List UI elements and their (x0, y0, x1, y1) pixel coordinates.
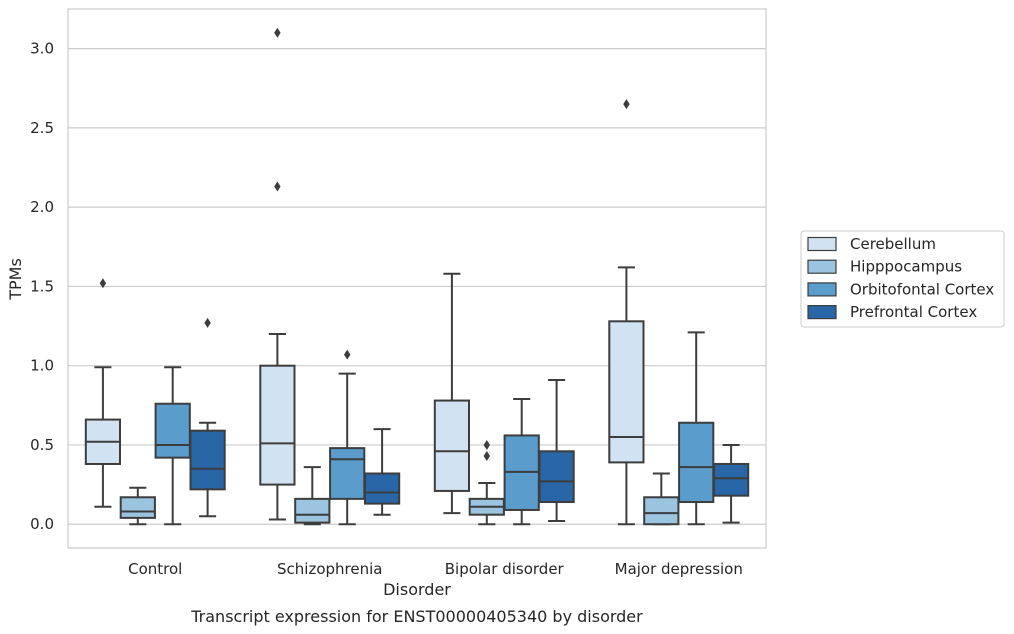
box-iqr (259, 364, 296, 486)
x-axis-ticks: Control Schizophrenia Bipolar disorder Majo… (128, 560, 743, 578)
box-iqr (643, 496, 680, 526)
legend-swatch (807, 305, 837, 320)
box-iqr (294, 497, 331, 524)
box-iqr (538, 450, 575, 504)
box-cerebellum (84, 278, 122, 508)
outlier-point (204, 317, 211, 328)
box-hipppocampus (119, 486, 156, 526)
box-iqr (119, 496, 156, 519)
box-cerebellum (433, 272, 471, 515)
box-hipppocampus (468, 439, 505, 526)
x-tick-label: Schizophrenia (277, 560, 382, 578)
box-prefrontal-cortex (189, 317, 226, 518)
boxes (84, 27, 750, 526)
box-iqr (154, 402, 191, 459)
y-tick-label: 1.0 (30, 357, 54, 375)
chart-caption: Transcript expression for ENST0000040534… (190, 607, 643, 626)
y-axis-ticks: 0.0 0.5 1.0 1.5 2.0 2.5 3.0 (30, 40, 54, 534)
box-hipppocampus (294, 466, 331, 526)
outlier-point (274, 27, 281, 38)
box-iqr (363, 472, 401, 505)
legend: Cerebellum Hipppocampus Orbitofontal Corte… (800, 230, 1005, 328)
y-tick-label: 0.5 (30, 436, 54, 454)
box-orbitofontal-cortex (503, 397, 540, 526)
box-prefrontal-cortex (363, 428, 401, 516)
box-iqr (329, 447, 366, 500)
outlier-point (274, 181, 281, 192)
y-axis-title: TPMs (6, 258, 25, 301)
legend-swatch (807, 236, 837, 252)
box-prefrontal-cortex (712, 443, 750, 524)
box-iqr (712, 462, 750, 497)
legend-label: Orbitofontal Cortex (850, 280, 994, 298)
legend-frame (800, 230, 1005, 328)
box-orbitofontal-cortex (678, 331, 715, 526)
box-orbitofontal-cortex (154, 366, 191, 526)
y-tick-label: 0.0 (30, 515, 54, 533)
y-tick-label: 2.0 (30, 198, 54, 216)
legend-label: Prefrontal Cortex (850, 303, 977, 321)
legend-label: Cerebellum (850, 235, 936, 253)
box-cerebellum (608, 99, 645, 526)
y-tick-label: 1.5 (30, 277, 54, 295)
box-iqr (433, 399, 471, 492)
box-iqr (189, 429, 226, 491)
legend-swatch (807, 282, 837, 297)
x-tick-label: Bipolar disorder (445, 560, 565, 578)
outlier-point (483, 439, 490, 450)
outlier-point (483, 451, 490, 462)
y-tick-label: 2.5 (30, 119, 54, 137)
legend-swatch (807, 259, 837, 274)
x-tick-label: Control (128, 560, 182, 578)
box-cerebellum (259, 27, 296, 521)
box-iqr (678, 421, 715, 504)
y-tick-label: 3.0 (30, 40, 54, 58)
box-iqr (608, 320, 645, 464)
legend-label: Hipppocampus (850, 258, 962, 276)
outlier-point (99, 278, 107, 289)
outlier-point (344, 349, 351, 360)
box-hipppocampus (643, 472, 680, 526)
box-prefrontal-cortex (538, 378, 575, 523)
x-tick-label: Major depression (615, 560, 743, 578)
x-axis-title: Disorder (383, 580, 451, 599)
plot-frame (67, 8, 767, 549)
outlier-point (623, 99, 630, 110)
